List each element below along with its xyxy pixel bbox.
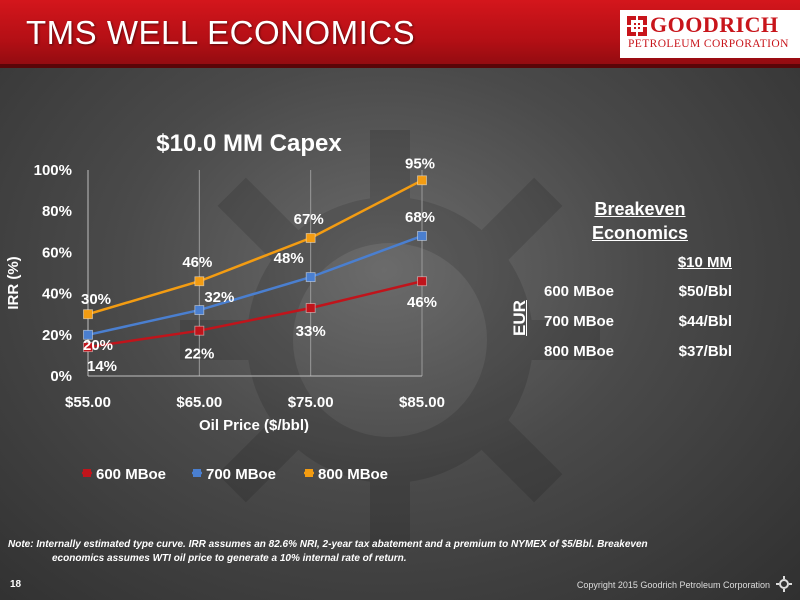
logo-name: GOODRICH [650,12,779,37]
legend-label: 700 MBoe [206,466,276,483]
data-label: 32% [204,289,234,306]
data-label: 33% [296,323,326,340]
x-tick-label: $55.00 [65,394,111,411]
data-label: 30% [81,291,111,308]
footnote-line2: economics assumes WTI oil price to gener… [52,553,407,564]
data-point-marker [305,272,316,283]
legend-swatch-marker [83,469,91,477]
footnote-line1: Note: Internally estimated type curve. I… [8,539,648,550]
x-tick-label: $75.00 [288,394,334,411]
data-label: 14% [87,358,117,375]
y-axis-title: IRR (%) [5,256,22,309]
legend-swatch-marker [305,469,313,477]
breakeven-title-line1: Breakeven [594,199,686,219]
data-point-marker [83,329,93,340]
logo-emblem-icon [627,16,647,36]
data-point-marker [83,309,93,320]
series-line [87,280,423,349]
data-point-marker [194,325,205,336]
y-tick-label: 100% [34,162,72,179]
breakeven-row-label: 600 MBoe [544,283,615,300]
data-point-marker [417,276,427,287]
breakeven-row-label: 800 MBoe [544,343,615,360]
company-logo [620,10,800,58]
data-point-marker [417,231,427,241]
footnote: Note: Internally estimated type curve. I… [8,538,792,566]
data-point-marker [83,342,93,353]
logo-subtitle: PETROLEUM CORPORATION [628,38,789,50]
y-tick-label: 40% [42,286,72,303]
breakeven-row-label: 700 MBoe [544,313,615,330]
data-label: 48% [274,250,304,267]
x-axis-title: Oil Price ($/bbl) [199,417,309,434]
footer-gear-icon [776,576,792,592]
breakeven-title-line2: Economics [591,223,689,243]
slide-title: TMS WELL ECONOMICS [26,14,416,51]
page-number: 18 [10,579,22,590]
y-tick-label: 60% [42,244,72,261]
data-point-marker [194,276,205,287]
y-tick-label: 20% [42,327,72,344]
series-line [87,179,423,316]
data-label: 22% [184,346,214,363]
breakeven-row-value: $44/Bbl [678,313,732,330]
data-point-marker [305,303,316,313]
data-label: 46% [182,254,212,271]
data-label: 20% [83,337,113,354]
x-tick-label: $85.00 [399,394,445,411]
data-point-marker [305,233,316,243]
title-banner-rule [0,64,800,68]
gear-watermark-icon [180,130,600,550]
data-point-marker [194,305,205,315]
copyright-text: Copyright 2015 Goodrich Petroleum Corpor… [576,580,770,590]
eur-axis-label: EUR [510,300,529,336]
data-point-marker [417,175,427,186]
breakeven-column-header: $10 MM [677,254,732,271]
data-label: 46% [407,294,437,311]
data-label: 95% [405,155,435,172]
chart-title: $10.0 MM Capex [156,130,342,157]
series-line [87,234,423,337]
legend-label: 800 MBoe [318,466,388,483]
y-tick-label: 80% [42,203,72,220]
legend-swatch-marker [193,469,201,477]
breakeven-row-value: $37/Bbl [678,343,732,360]
breakeven-row-value: $50/Bbl [678,283,732,300]
breakeven-title: Breakeven Economics [540,197,740,245]
data-label: 67% [294,211,324,228]
x-tick-label: $65.00 [176,394,222,411]
data-label: 68% [405,209,435,226]
y-tick-label: 0% [50,368,72,385]
legend-label: 600 MBoe [96,466,166,483]
